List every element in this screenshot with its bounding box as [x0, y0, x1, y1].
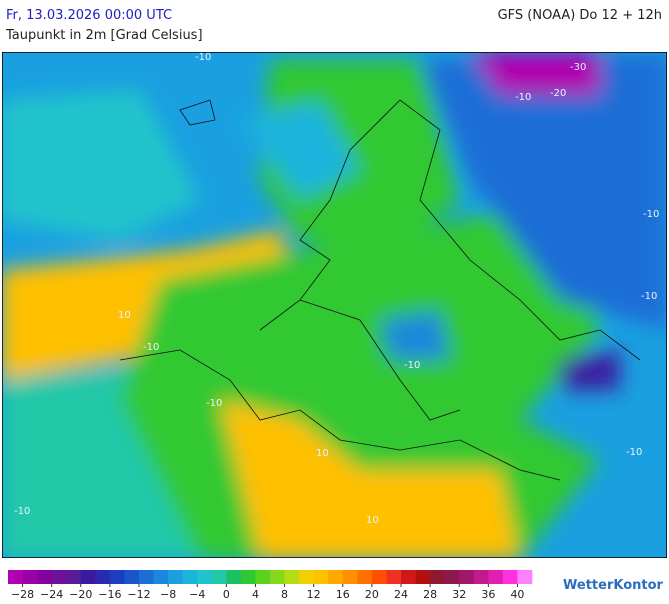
tick-label: 8: [281, 588, 288, 600]
color-box: [459, 570, 475, 584]
color-box: [109, 570, 125, 584]
color-box: [66, 570, 82, 584]
color-box: [211, 570, 227, 584]
color-box: [371, 570, 387, 584]
color-box: [139, 570, 154, 584]
tick-label: 0: [223, 588, 230, 600]
color-box: [182, 570, 198, 584]
color-box: [240, 570, 256, 584]
tick-label: 24: [394, 588, 408, 600]
tick-label: 4: [252, 588, 259, 600]
contour-label: -10: [404, 360, 420, 371]
logo: WetterKontor: [563, 578, 664, 593]
contour-label: -10: [143, 342, 159, 353]
color-box: [168, 570, 183, 584]
color-box: [37, 570, 52, 584]
contour-label: -10: [515, 92, 531, 103]
tick-label: 32: [452, 588, 466, 600]
parameter: Taupunkt in 2m [Grad Celsius]: [5, 28, 203, 43]
tick-label: −12: [127, 588, 150, 600]
color-box: [299, 570, 314, 584]
tick-label: 20: [365, 588, 379, 600]
contour-label: -10: [206, 398, 222, 409]
color-box: [328, 570, 344, 584]
map: -10 -30 -20 -10 -10 -10 10 -10 -10 -10 1…: [2, 52, 667, 558]
contour-label: -10: [626, 447, 642, 458]
color-box: [284, 570, 300, 584]
color-box: [95, 570, 111, 584]
color-box: [124, 570, 140, 584]
contour-label: -30: [570, 62, 586, 73]
color-box: [255, 570, 271, 584]
tick-label: −28: [11, 588, 34, 600]
color-box: [444, 570, 460, 584]
contour-label: -10: [641, 291, 657, 302]
contour-label: 10: [316, 448, 329, 459]
contour-label: -10: [643, 209, 659, 220]
tick-label: 36: [481, 588, 495, 600]
model-run: GFS (NOAA) Do 12 + 12h: [498, 8, 662, 23]
color-box: [386, 570, 402, 584]
color-box: [226, 570, 242, 584]
color-box: [80, 570, 96, 584]
color-box: [342, 570, 358, 584]
color-box: [502, 570, 518, 584]
tick-label: 28: [423, 588, 437, 600]
color-box: [473, 570, 489, 584]
legend: −28 −24 −20 −16 −12 −8 −4 0 4 8 12 16 20 24 28 32 36 40: [8, 570, 533, 601]
color-box: [430, 570, 445, 584]
tick-label: −20: [69, 588, 92, 600]
tick-label: −8: [160, 588, 176, 600]
tick-label: 40: [510, 588, 524, 600]
color-box: [415, 570, 431, 584]
color-box: [153, 570, 169, 584]
color-box: [313, 570, 329, 584]
color-box: [488, 570, 504, 584]
tick-label: −4: [189, 588, 205, 600]
contour-label: -10: [14, 506, 30, 517]
color-box: [8, 570, 23, 584]
valid-time: Fr, 13.03.2026 00:00 UTC: [6, 8, 172, 23]
tick-label: 16: [336, 588, 350, 600]
tick-label: −16: [98, 588, 121, 600]
color-box: [51, 570, 67, 584]
contour-label: 10: [118, 310, 131, 321]
color-box: [357, 570, 373, 584]
tick-label: 12: [307, 588, 321, 600]
color-box: [270, 570, 285, 584]
color-box: [197, 570, 213, 584]
tick-label: −24: [40, 588, 63, 600]
contour-label: -20: [550, 88, 566, 99]
color-box: [22, 570, 38, 584]
contour-label: -10: [195, 52, 211, 63]
contour-label: 10: [366, 515, 379, 526]
color-box: [517, 570, 533, 584]
color-box: [401, 570, 416, 584]
